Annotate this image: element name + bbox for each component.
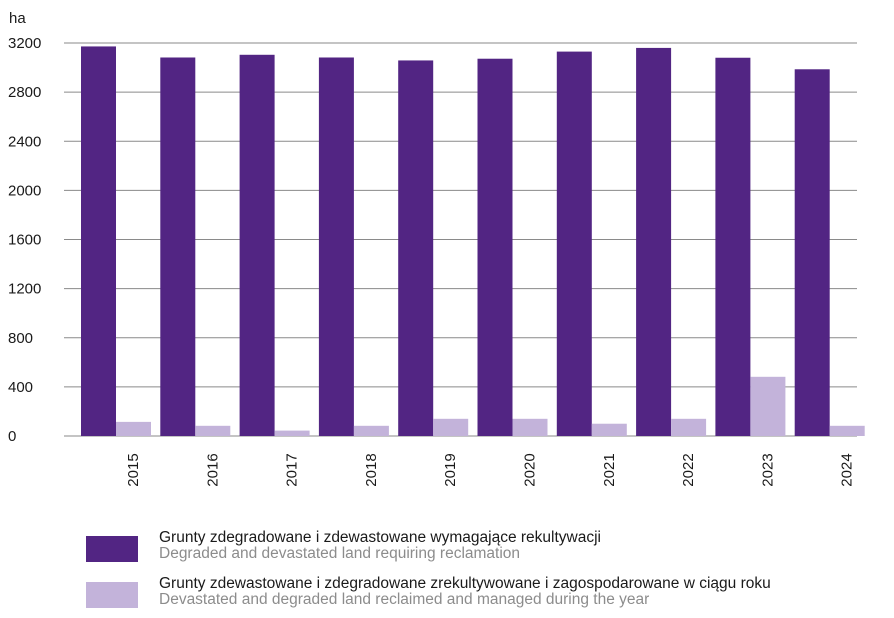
- y-tick-label: 400: [8, 379, 33, 396]
- y-tick-label: 1200: [8, 281, 41, 298]
- x-tick-label-2020: 2020: [522, 453, 539, 486]
- bar-series-1-2018: [318, 57, 354, 436]
- bar-series-1-2016: [160, 57, 196, 436]
- bar-series-2-2020: [512, 418, 548, 436]
- grid-lines: [64, 42, 857, 437]
- legend-item-series-2: Grunty zdewastowane i zdegradowane zreku…: [86, 575, 886, 615]
- x-tick-label-2018: 2018: [363, 453, 380, 486]
- bar-series-1-2015: [81, 46, 116, 436]
- x-tick-label-2021: 2021: [601, 453, 618, 486]
- y-tick-label: 2000: [8, 182, 41, 199]
- y-tick-label: 2400: [8, 133, 41, 150]
- bar-series-2-2015: [116, 421, 151, 436]
- legend-swatch-series-1: [86, 536, 138, 562]
- bar-series-2-2016: [195, 425, 231, 436]
- y-tick-label: 800: [8, 330, 33, 347]
- bar-series-1-2022: [636, 47, 672, 436]
- x-tick-label-2016: 2016: [204, 453, 221, 486]
- y-axis-tick-labels: 0 400 800 1200 1600 2000 2400 2800 3200: [8, 35, 41, 445]
- legend-label-series-1-en: Degraded and devastated land requiring r…: [159, 545, 521, 562]
- bar-series-2-2023: [750, 376, 786, 436]
- bars: [81, 46, 865, 437]
- bar-series-1-2024: [794, 69, 830, 437]
- legend-label-series-2: Grunty zdewastowane i zdegradowane zreku…: [159, 575, 771, 592]
- bar-series-1-2023: [715, 57, 751, 437]
- legend-item-series-1: Grunty zdegradowane i zdewastowane wymag…: [86, 529, 886, 569]
- bar-series-1-2017: [239, 54, 275, 436]
- y-tick-label: 1600: [8, 232, 41, 249]
- x-tick-label-2017: 2017: [284, 453, 301, 486]
- bar-series-1-2021: [556, 51, 592, 437]
- x-axis-tick-labels: 2015 2016 2017 2018 2019 2020 2021 2022 2023 2024: [125, 453, 856, 486]
- bar-series-2-2022: [671, 418, 707, 436]
- bar-series-2-2021: [591, 423, 627, 436]
- x-tick-label-2022: 2022: [680, 453, 697, 486]
- bar-series-2-2018: [353, 425, 389, 436]
- y-tick-label: 0: [8, 428, 16, 445]
- bar-series-2-2019: [433, 418, 469, 436]
- bar-series-2-2017: [274, 430, 310, 436]
- legend-swatch-series-2: [86, 582, 138, 608]
- legend-label-series-1: Grunty zdegradowane i zdewastowane wymag…: [159, 529, 601, 546]
- y-axis-label: ha: [9, 10, 26, 27]
- legend-label-series-2-en: Devastated and degraded land reclaimed a…: [159, 591, 650, 608]
- x-tick-label-2023: 2023: [759, 453, 776, 486]
- y-tick-label: 2800: [8, 84, 41, 101]
- y-tick-label: 3200: [8, 35, 41, 52]
- x-tick-label-2019: 2019: [442, 453, 459, 486]
- bar-series-1-2020: [477, 58, 513, 436]
- x-tick-label-2015: 2015: [125, 453, 142, 486]
- bar-series-2-2024: [829, 425, 865, 436]
- bar-series-1-2019: [398, 60, 434, 436]
- x-tick-label-2024: 2024: [839, 453, 856, 486]
